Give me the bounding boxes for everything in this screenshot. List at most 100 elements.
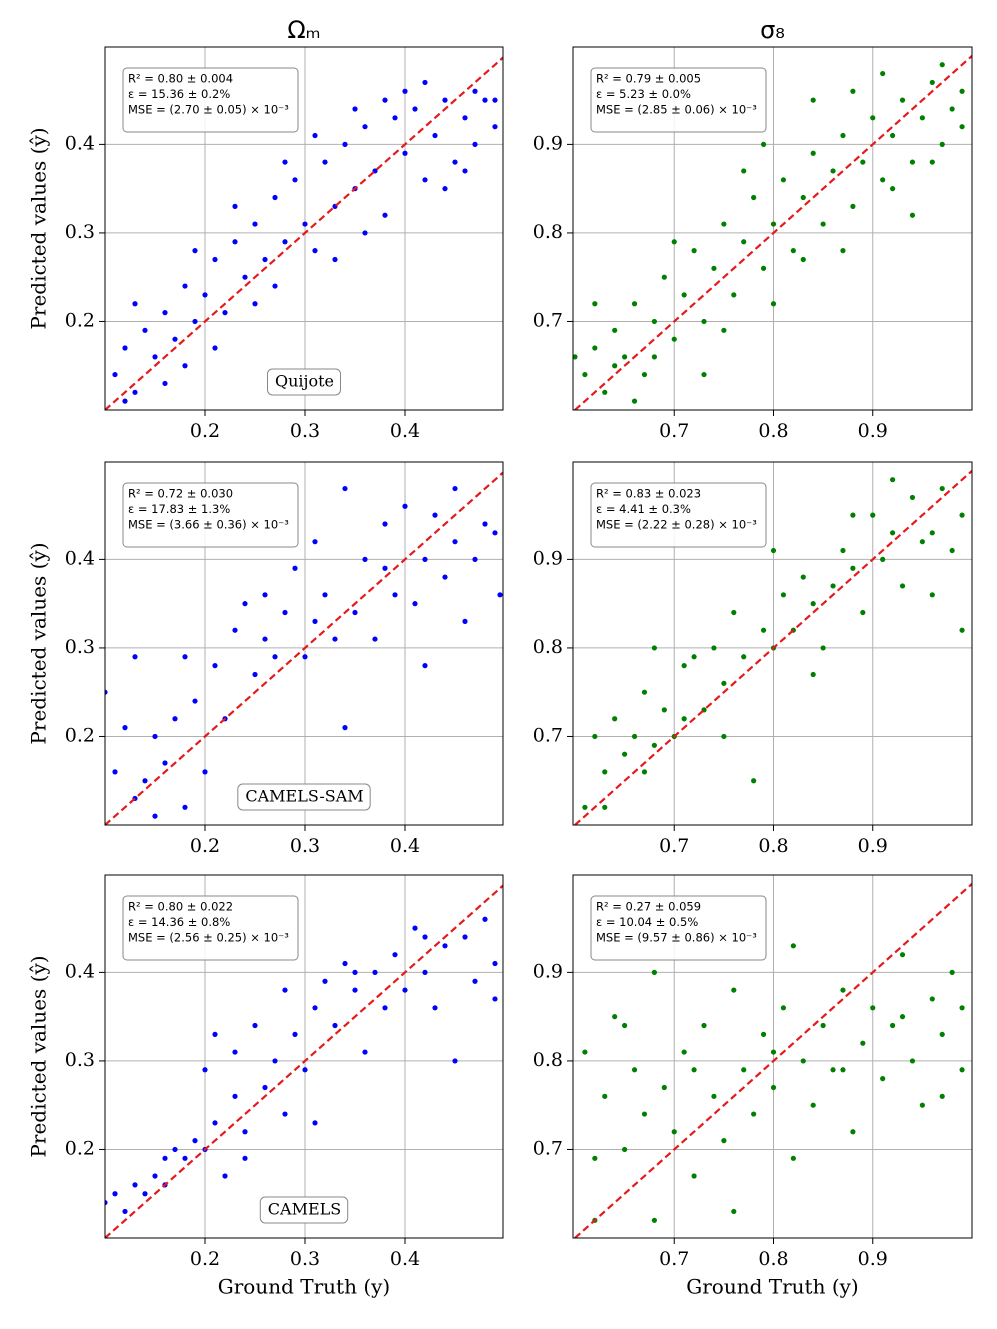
x-tick-label: 0.4 [390,1248,420,1270]
point [312,1005,318,1011]
point [939,62,945,68]
point [182,1155,188,1161]
stats-text: ε = 15.36 ± 0.2% [128,87,230,101]
point [452,159,458,165]
stats-text: MSE = (2.70 ± 0.05) × 10⁻³ [128,103,289,117]
point [492,97,498,103]
point [939,1093,945,1099]
point [681,1049,687,1055]
point [651,318,657,325]
point [860,609,866,616]
point [322,159,328,165]
point [442,943,448,949]
point [671,1129,677,1135]
point [242,601,248,607]
point [820,645,826,651]
point [252,1022,258,1029]
point [899,97,906,103]
x-axis-label: Ground Truth (y) [218,1275,390,1299]
point [741,168,747,174]
point [182,363,188,369]
point [272,1058,278,1064]
point [622,1022,628,1029]
point [929,159,935,165]
point [612,327,618,333]
stats-text: R² = 0.79 ± 0.005 [596,72,701,86]
stats-box [590,67,767,133]
point [262,256,268,263]
point [860,1040,866,1046]
point [462,115,468,121]
point [105,1199,108,1206]
y-tick-label: 0.9 [533,132,563,154]
point [850,565,856,571]
point [612,363,618,369]
point [899,583,906,589]
point [352,106,358,112]
point [132,654,138,660]
point [372,636,378,642]
point [312,132,318,139]
point [202,292,208,298]
x-tick-label: 0.3 [290,835,320,857]
point [641,689,648,695]
point [949,547,955,554]
point [422,177,428,183]
point [860,159,866,165]
point [497,592,503,598]
point [472,556,478,562]
stats-text: MSE = (2.22 ± 0.28) × 10⁻³ [596,518,757,532]
point [482,97,488,103]
point [780,177,787,183]
point [880,1076,886,1082]
point [142,327,148,333]
point [939,1031,945,1037]
point [212,663,218,669]
point [899,952,906,958]
point [582,371,588,378]
point [362,124,368,130]
point [192,698,198,704]
stats-box [590,482,767,548]
point [651,742,657,748]
point [770,547,777,554]
point [760,627,767,633]
point [232,1049,238,1055]
y-tick-label: 0.2 [65,309,95,331]
point [631,301,638,307]
point [949,106,955,112]
point [850,88,856,94]
point [402,88,408,94]
point [711,645,717,651]
point [382,1005,388,1011]
point [661,274,667,280]
point [362,556,368,562]
point [929,79,935,86]
point [412,601,418,607]
point [751,778,757,784]
stats-text: MSE = (3.66 ± 0.36) × 10⁻³ [128,518,289,532]
point [631,733,638,740]
point [840,132,846,139]
point [492,960,498,967]
axes-frame [572,461,973,826]
y-axis-label: Predicted values (ŷ) [27,955,51,1157]
point [112,769,118,775]
point [751,1111,757,1117]
point [462,934,468,940]
point [721,1138,727,1144]
point [492,124,498,130]
point [392,592,398,598]
x-tick-label: 0.8 [758,1248,788,1270]
y-tick-label: 0.4 [65,547,95,569]
points [582,943,965,1223]
point [282,609,288,616]
point [909,212,916,218]
point [392,115,398,121]
point [302,1067,308,1073]
